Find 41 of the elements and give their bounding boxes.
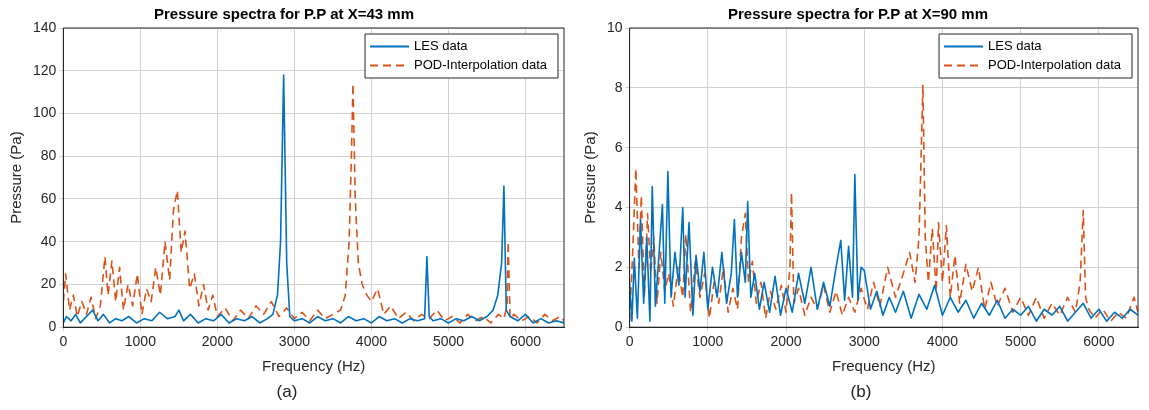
- y-tick-label: 4: [614, 198, 623, 215]
- chart-title: Pressure spectra for P.P at X=90 mm: [727, 5, 989, 23]
- x-tick-label: 4000: [355, 333, 388, 350]
- x-tick-label: 0: [59, 333, 68, 350]
- legend-label: LES data: [988, 38, 1043, 54]
- y-tick-label: 20: [40, 275, 57, 292]
- y-tick-label: 100: [33, 104, 57, 121]
- y-tick-label: 10: [606, 18, 623, 35]
- text: (a): [275, 382, 299, 402]
- y-tick-label: 2: [614, 258, 623, 275]
- text: (b): [849, 382, 873, 402]
- y-tick-label: 120: [33, 61, 57, 78]
- legend-label: LES data: [414, 38, 469, 54]
- y-tick-label: 40: [40, 232, 57, 249]
- y-axis-title: Pressure (Pa): [7, 131, 25, 224]
- legend-label: POD-Interpolation data: [414, 57, 548, 73]
- x-tick-label: 0: [625, 333, 634, 350]
- x-tick-label: 1000: [692, 333, 724, 350]
- x-tick-label: 5000: [1005, 333, 1037, 350]
- chart-title: Pressure spectra for P.P at X=43 mm: [153, 5, 415, 23]
- x-tick-label: 2000: [201, 333, 234, 350]
- x-tick-label: 1000: [124, 333, 157, 350]
- x-tick-label: 3000: [848, 333, 881, 350]
- legend-label: POD-Interpolation data: [988, 57, 1122, 73]
- y-tick-label: 6: [614, 138, 623, 155]
- y-tick-label: 140: [33, 18, 57, 35]
- y-tick-label: 60: [40, 189, 57, 206]
- y-tick-label: 0: [614, 318, 623, 335]
- x-tick-label: 2000: [770, 333, 802, 350]
- y-tick-label: 80: [40, 147, 57, 164]
- x-axis-title: Frequency (Hz): [262, 357, 366, 375]
- y-axis-title: Pressure (Pa): [581, 131, 599, 224]
- x-axis-title: Frequency (Hz): [832, 357, 936, 375]
- y-tick-label: 8: [614, 78, 623, 95]
- y-tick-label: 0: [48, 318, 57, 335]
- x-tick-label: 4000: [926, 333, 959, 350]
- x-tick-label: 3000: [278, 333, 311, 350]
- x-tick-label: 6000: [1083, 333, 1115, 350]
- x-tick-label: 6000: [509, 333, 542, 350]
- x-tick-label: 5000: [432, 333, 465, 350]
- line-series: [629, 84, 1138, 323]
